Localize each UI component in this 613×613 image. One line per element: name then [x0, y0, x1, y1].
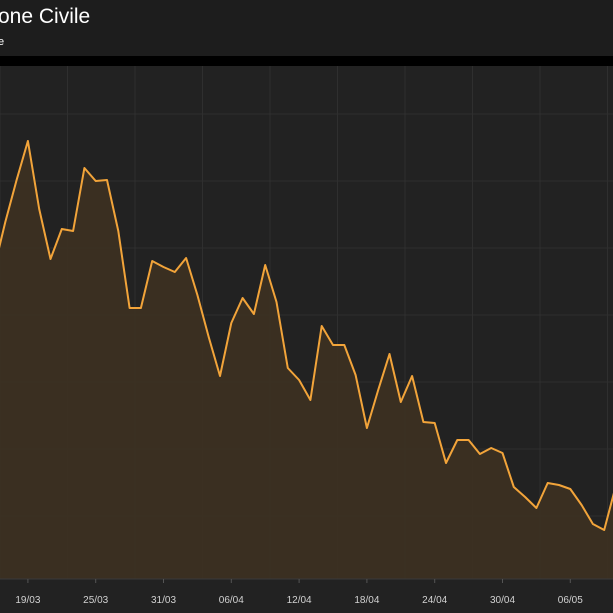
data-point [38, 208, 40, 210]
data-point [434, 422, 436, 424]
chart-title: one Civile [0, 5, 91, 28]
data-point [4, 221, 6, 223]
data-point [253, 313, 255, 315]
data-point [95, 180, 97, 182]
plot-area: 19/03 25/03 31/03 06/04 12/04 18/04 24/04 30/04… [0, 66, 613, 613]
data-point [196, 294, 198, 296]
data-point [389, 353, 391, 355]
header-divider [0, 56, 613, 66]
data-point [490, 447, 492, 449]
data-point [61, 228, 63, 230]
data-point [535, 507, 537, 509]
data-point [50, 258, 52, 260]
data-point [569, 488, 571, 490]
data-point [242, 297, 244, 299]
data-point [456, 439, 458, 441]
data-point [117, 230, 119, 232]
chart-header: one Civile e [0, 0, 613, 56]
data-point [445, 462, 447, 464]
data-point [16, 179, 18, 181]
data-point [603, 529, 605, 531]
x-tick-label: 25/03 [83, 595, 108, 606]
area-fill [0, 141, 613, 579]
x-tick-label: 12/04 [287, 595, 312, 606]
data-point [163, 266, 165, 268]
data-point [592, 523, 594, 525]
data-point [230, 322, 232, 324]
x-tick-label: 06/04 [219, 595, 244, 606]
data-point [140, 307, 142, 309]
data-point [185, 257, 187, 259]
data-point [83, 167, 85, 169]
data-point [366, 427, 368, 429]
data-point [502, 452, 504, 454]
data-point [524, 496, 526, 498]
data-point [411, 375, 413, 377]
area-chart: 19/03 25/03 31/03 06/04 12/04 18/04 24/04 30/04… [0, 66, 613, 606]
series-line [0, 140, 613, 531]
data-point [219, 375, 221, 377]
data-point [298, 379, 300, 381]
x-tick-label: 19/03 [15, 595, 40, 606]
data-point [581, 504, 583, 506]
data-point [558, 484, 560, 486]
data-point [287, 367, 289, 369]
x-tick-label: 31/03 [151, 595, 176, 606]
x-tick-label: 18/04 [354, 595, 379, 606]
data-point [355, 374, 357, 376]
data-point [343, 344, 345, 346]
data-point [468, 439, 470, 441]
chart-subtitle: e [0, 36, 5, 48]
data-point [276, 301, 278, 303]
data-point [151, 260, 153, 262]
data-point [321, 325, 323, 327]
data-point [309, 399, 311, 401]
data-point [129, 307, 131, 309]
data-point [174, 271, 176, 273]
x-tick-label: 24/04 [422, 595, 447, 606]
data-point [377, 389, 379, 391]
data-point [106, 179, 108, 181]
data-point [547, 482, 549, 484]
data-point [332, 344, 334, 346]
data-point [513, 486, 515, 488]
data-point [72, 230, 74, 232]
x-tick-label: 06/05 [558, 595, 583, 606]
data-point [264, 264, 266, 266]
data-point [27, 140, 29, 142]
data-point [400, 401, 402, 403]
x-tick-label: 30/04 [490, 595, 515, 606]
data-point [422, 421, 424, 423]
data-point [208, 336, 210, 338]
data-point [479, 453, 481, 455]
